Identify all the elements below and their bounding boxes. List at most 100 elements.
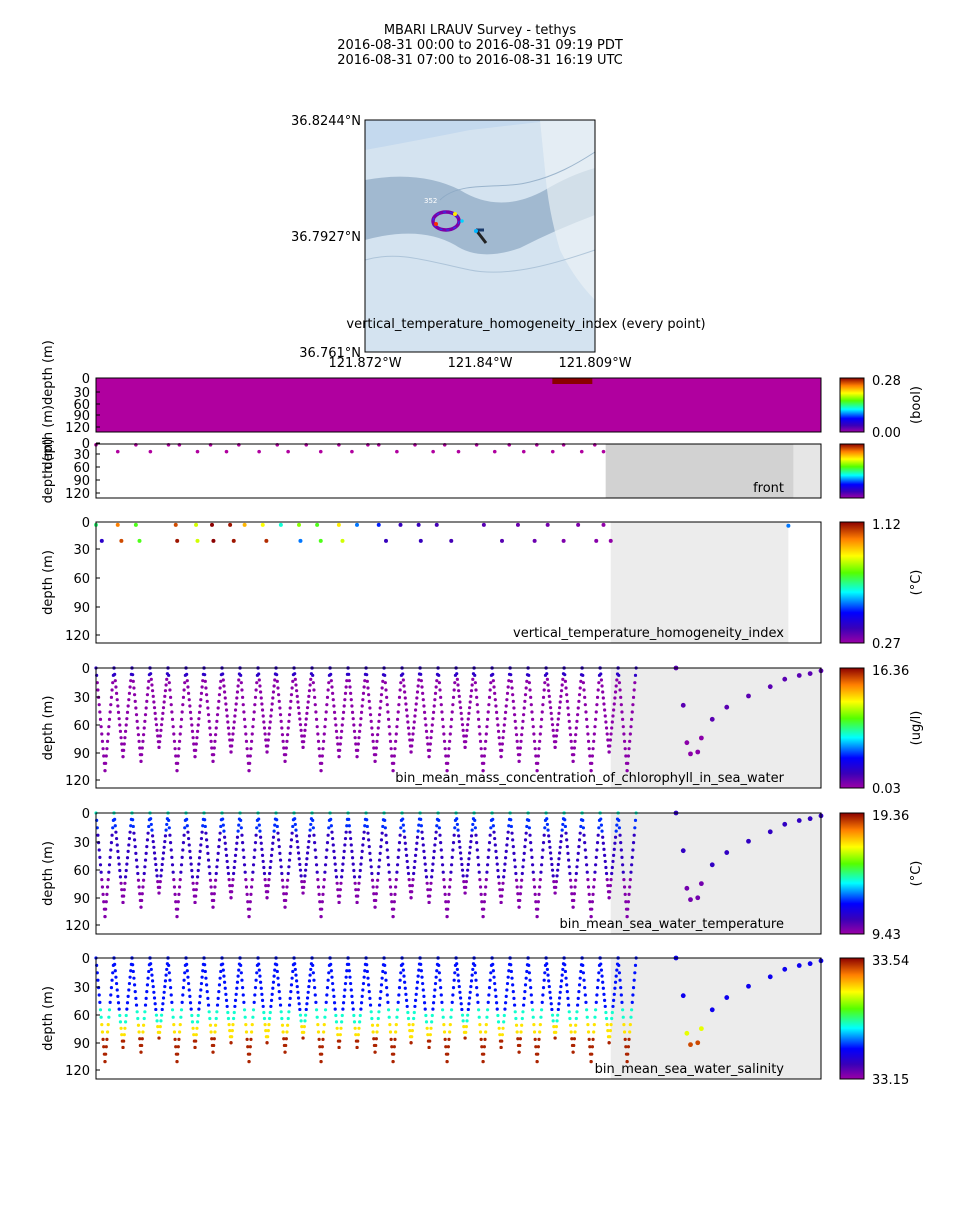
yo-profile-point [260,847,264,851]
yo-profile-point [528,978,532,982]
yo-profile-point [300,1025,304,1029]
yo-profile-point [106,732,110,736]
yo-profile-point [447,747,451,751]
yo-profile-point [311,963,315,967]
yo-profile-point [110,833,114,837]
yo-profile-point [506,685,510,689]
yo-profile-point [514,733,519,737]
yo-profile-point [565,699,569,703]
yo-profile-point [452,833,456,837]
panel-5-colorbar-unit: (°C) [909,861,924,887]
vthi-point [449,538,454,543]
yo-profile-point [168,833,172,837]
yo-profile-point [124,868,128,873]
yo-profile-point [428,1033,432,1037]
yo-profile-point [387,1015,391,1019]
panel-6-ytick-label: 90 [73,1037,90,1052]
yo-profile-point [259,980,263,984]
yo-profile-point [423,862,427,866]
yo-profile-point [549,706,553,710]
yo-profile-point [200,975,204,979]
yo-profile-point [102,754,106,758]
yo-profile-point [531,1015,535,1019]
yo-profile-point [337,900,341,905]
yo-profile-point [561,677,565,681]
yo-profile-point [564,831,568,835]
panel-1-colorbar-unit: (bool) [909,386,924,424]
yo-profile-point [535,769,539,773]
yo-profile-point [264,1035,268,1039]
yo-profile-point [197,1001,202,1005]
yo-profile-point [358,868,362,873]
yo-profile-point [119,736,123,740]
yo-profile-point [444,907,449,911]
yo-profile-point [278,851,282,855]
yo-profile-point [421,691,425,695]
panel-2-ytick-label: 0 [82,437,90,452]
yo-profile-point [195,1020,200,1024]
yo-profile-point [276,831,280,835]
yo-profile-point [264,884,268,888]
yo-profile-point [334,875,339,879]
yo-profile-point [326,688,330,692]
yo-profile-point [109,840,114,845]
yo-profile-point [412,865,416,870]
yo-profile-point [210,746,214,750]
yo-profile-point [228,738,232,742]
yo-profile-point [394,739,398,743]
yo-profile-point [251,725,255,729]
yo-profile-point [254,833,258,837]
yo-profile-point [261,859,265,864]
yo-profile-point [129,969,133,973]
yo-profile-point [412,1010,416,1015]
yo-profile-point [116,704,120,708]
yo-profile-point [548,990,552,994]
yo-profile-point [223,696,227,700]
yo-profile-point [253,695,258,699]
yo-profile-point [115,843,119,847]
yo-profile-point [413,708,418,712]
panel-4-ytick-label: 120 [65,774,90,789]
yo-profile-point [582,833,586,837]
panel-5-ytick-label: 120 [65,919,90,934]
yo-profile-point [395,725,399,729]
yo-profile-point [188,1001,193,1005]
yo-profile-point [226,1010,230,1015]
yo-profile-point [606,884,610,888]
yo-profile-point [385,840,389,845]
yo-profile-point [565,693,569,697]
transit-profile-point [796,818,802,823]
yo-profile-point [379,699,383,703]
yo-profile-point [498,1033,502,1037]
yo-profile-point [227,1022,231,1027]
yo-profile-point [431,710,436,714]
yo-profile-point [450,1000,454,1004]
panel-3-colorbar-unit: (°C) [909,570,924,596]
panel-5-colorbar [839,812,865,935]
yo-profile-point [416,684,420,688]
yo-profile-point [208,1016,212,1021]
vthi-point [173,522,178,527]
yo-profile-point [448,739,452,743]
yo-profile-point [419,962,423,966]
yo-profile-point [218,686,222,690]
yo-profile-point [527,971,531,975]
yo-profile-point [199,843,203,847]
yo-profile-point [599,823,604,827]
yo-profile-point [366,686,370,690]
yo-profile-point [224,853,229,857]
yo-profile-point [231,877,235,882]
yo-profile-point [527,681,531,685]
yo-profile-point [441,870,445,874]
yo-profile-point [385,848,389,852]
yo-profile-point [466,1013,470,1017]
yo-profile-point [474,688,478,692]
yo-profile-point [491,817,495,821]
yo-profile-point [96,833,100,837]
yo-profile-point [243,870,247,874]
yo-profile-point [336,1039,341,1043]
yo-profile-point [577,983,582,987]
yo-profile-point [286,1023,290,1027]
yo-profile-point [497,1026,501,1030]
yo-profile-point [263,1022,267,1027]
